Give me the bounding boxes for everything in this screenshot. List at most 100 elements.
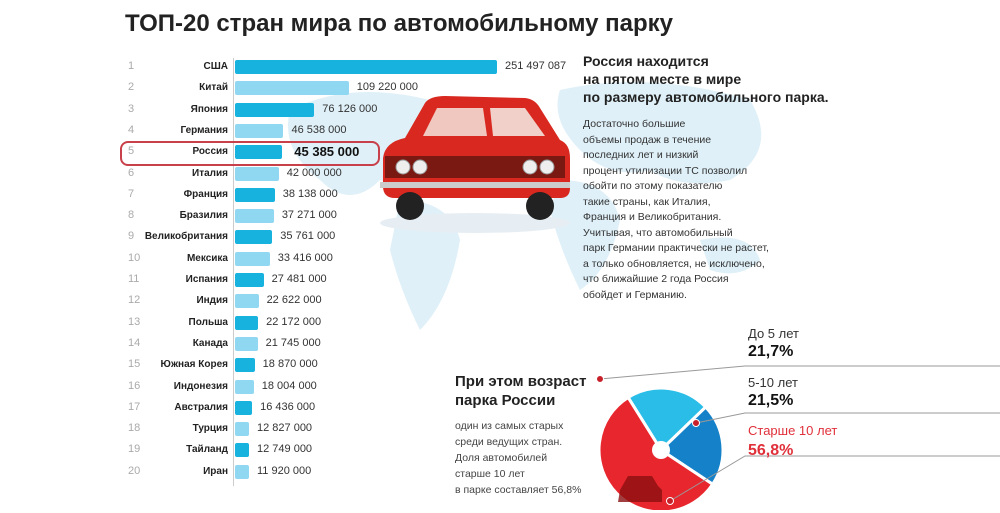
bar-rank: 16 <box>128 379 141 392</box>
bar-value-label: 33 416 000 <box>277 251 333 264</box>
bar-value-label: 35 761 000 <box>280 230 336 243</box>
leader-line <box>695 412 1000 424</box>
leader-dot <box>692 419 700 427</box>
bar-rank: 8 <box>128 209 135 222</box>
bar-12 <box>235 315 259 330</box>
bar-18 <box>235 443 249 458</box>
pie-value-5-10: 21,5% <box>748 392 794 409</box>
bar-rank: 3 <box>128 102 135 115</box>
age-heading: При этом возраст парка России <box>455 372 586 410</box>
bar-rank: 19 <box>128 443 141 456</box>
leader-line <box>669 455 1000 502</box>
bar-14 <box>235 358 255 373</box>
pie-slice-0 <box>626 386 708 453</box>
heading-line: по размеру автомобильного парка. <box>583 89 829 105</box>
pie-label-5-10: 5-10 лет <box>748 375 798 390</box>
paragraph-line: Франция и Великобритания. <box>583 211 722 223</box>
paragraph-line: объемы продаж в течение <box>583 133 712 146</box>
bar-value-label: 45 385 000 <box>294 144 360 160</box>
bar-rank: 4 <box>128 123 135 136</box>
bar-rank: 13 <box>128 315 141 328</box>
red-car-illustration <box>380 96 570 233</box>
bar-0 <box>235 60 497 74</box>
bar-country-label: Германия <box>180 124 228 136</box>
bar-value-label: 21 745 000 <box>265 336 321 349</box>
bar-value-label: 251 497 087 <box>505 60 567 72</box>
pie-label-over-10: Старше 10 лет <box>748 423 838 438</box>
russia-position-heading: Россия находится на пятом месте в мире п… <box>583 52 829 106</box>
paragraph-line: парк Германии практически не растет, <box>583 242 769 254</box>
bar-rank: 18 <box>128 422 141 435</box>
leader-dot <box>666 497 674 505</box>
pie-label-under-5: До 5 лет <box>748 326 799 341</box>
heading-line: Россия находится <box>583 53 709 69</box>
bar-rank: 1 <box>128 60 135 72</box>
russia-highlight-box <box>120 141 380 166</box>
bar-1 <box>235 81 349 96</box>
bar-axis <box>233 58 234 486</box>
bar-country-label: Индонезия <box>173 380 228 392</box>
bar-value-label: 37 271 000 <box>281 209 337 222</box>
leader-line <box>599 365 1000 380</box>
bar-value-label: 109 220 000 <box>356 81 418 94</box>
paragraph-line: один из самых старых <box>455 420 564 432</box>
paragraph-line: последних лет и низкий <box>583 149 699 161</box>
bar-value-label: 38 138 000 <box>282 187 338 200</box>
paragraph-line: среди ведущих стран. <box>455 436 563 448</box>
bar-6 <box>235 187 275 202</box>
bar-country-label: Иран <box>203 465 228 477</box>
paragraph-line: в парке составляет 56,8% <box>455 484 582 496</box>
paragraph-line: старше 10 лет <box>455 468 525 480</box>
paragraph-line: такие страны, как Италия, <box>583 195 711 208</box>
paragraph-line: обойдет и Германию. <box>583 288 687 301</box>
bar-17 <box>235 422 249 437</box>
paragraph-line: а только обновляется, не исключено, <box>583 257 765 270</box>
heading-line: При этом возраст <box>455 373 587 390</box>
bar-15 <box>235 379 254 394</box>
bar-13 <box>235 336 258 351</box>
bar-rank: 10 <box>128 251 141 264</box>
heading-line: на пятом месте в мире <box>583 71 742 87</box>
bar-7 <box>235 209 274 224</box>
bar-9 <box>235 251 270 266</box>
bar-country-label: Италия <box>192 167 228 179</box>
bar-country-label: Мексика <box>186 252 228 264</box>
pie-center <box>652 441 670 459</box>
bar-country-label: Канада <box>192 337 228 349</box>
pie-slice-1 <box>658 404 725 487</box>
bar-rank: 17 <box>128 400 141 413</box>
paragraph-line: Учитывая, что автомобильный <box>583 226 733 239</box>
car-icon <box>618 476 662 502</box>
bar-11 <box>235 294 259 309</box>
bar-value-label: 22 622 000 <box>266 294 322 307</box>
bar-rank: 12 <box>128 294 141 307</box>
bar-rank: 14 <box>128 336 141 349</box>
bar-rank: 6 <box>128 166 135 179</box>
bar-5 <box>235 166 279 181</box>
bar-value-label: 12 749 000 <box>257 443 313 456</box>
bar-2 <box>235 102 315 117</box>
age-pie-chart <box>596 365 1000 510</box>
bar-country-label: Южная Корея <box>160 359 228 371</box>
bar-value-label: 42 000 000 <box>286 166 342 179</box>
page-title: ТОП-20 стран мира по автомобильному парк… <box>125 10 674 37</box>
paragraph-line: что ближайшие 2 года Россия <box>583 273 729 285</box>
bar-value-label: 46 538 000 <box>291 123 347 136</box>
world-map-background <box>288 82 762 330</box>
bar-country-label: Россия <box>192 146 228 158</box>
bar-value-label: 27 481 000 <box>271 273 327 285</box>
bar-country-label: Китай <box>199 82 228 94</box>
bar-value-label: 12 827 000 <box>257 422 313 435</box>
bar-19 <box>235 464 249 479</box>
bar-rank: 7 <box>128 187 135 200</box>
bar-country-label: Турция <box>192 423 228 435</box>
pie-value-under-5: 21,7% <box>748 343 794 360</box>
bar-value-label: 18 870 000 <box>262 358 318 371</box>
bar-rank: 11 <box>128 273 140 285</box>
bar-10 <box>235 273 264 287</box>
bar-country-label: Польша <box>188 316 228 328</box>
bar-8 <box>235 230 273 245</box>
bar-country-label: Австралия <box>174 401 228 413</box>
bar-rank: 2 <box>128 81 135 94</box>
bar-country-label: Тайланд <box>186 444 228 456</box>
